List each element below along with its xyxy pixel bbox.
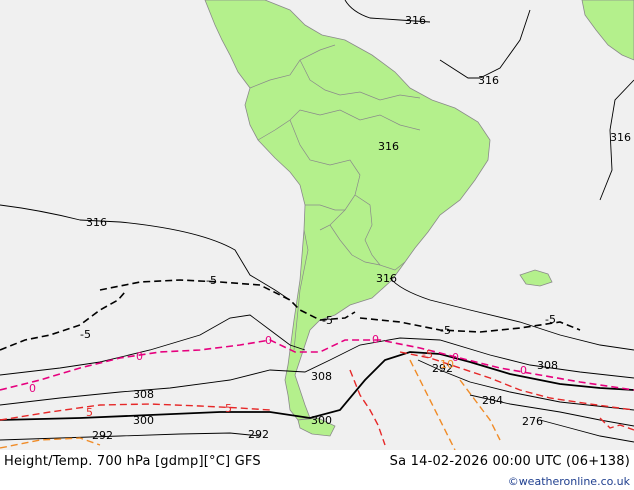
height-contour-284 <box>469 394 634 427</box>
temp-label: 0 <box>136 350 143 363</box>
credit-link[interactable]: ©weatheronline.co.uk <box>507 475 630 488</box>
height-contour-316-east <box>599 79 634 201</box>
tierra-del-fuego <box>297 417 336 437</box>
temp-label: 0 <box>520 364 527 377</box>
temp-contour-minus5-east <box>359 317 581 333</box>
height-label: 308 <box>537 359 558 372</box>
height-label: 300 <box>311 414 332 427</box>
height-contour-292 <box>0 359 634 441</box>
temp-label: 10 <box>440 358 454 371</box>
temp-contours-minus5 <box>0 279 581 351</box>
temp-label: -5 <box>80 328 91 341</box>
height-label: 308 <box>133 388 154 401</box>
temp-contour-10-far <box>459 379 501 441</box>
height-contour-316-west <box>0 204 291 301</box>
temp-label: -5 <box>206 274 217 287</box>
temp-contour-5-south <box>0 403 271 421</box>
height-label: 292 <box>248 428 269 441</box>
height-label: 300 <box>133 414 154 427</box>
height-contour-276 <box>539 419 634 443</box>
temp-label: -5 <box>322 314 333 327</box>
height-contour-316-south <box>0 314 306 376</box>
temp-contours-10 <box>0 359 501 451</box>
height-label: 316 <box>86 216 107 229</box>
temp-label: 0 <box>372 333 379 346</box>
height-label: 292 <box>432 362 453 375</box>
falkland-islands <box>519 269 553 287</box>
footer-bar: Height/Temp. 700 hPa [gdmp][°C] GFS Sa 1… <box>0 450 634 490</box>
land-masses <box>204 0 634 437</box>
height-contour-300 <box>0 351 634 421</box>
temp-contour-minus5-west <box>0 291 126 351</box>
temp-label: 5 <box>86 406 93 419</box>
height-contour-316-northeast <box>439 9 531 79</box>
temp-label: 0 <box>29 382 36 395</box>
height-label: 316 <box>610 131 631 144</box>
height-label: 316 <box>405 14 426 27</box>
height-contour-316-argentina <box>389 277 634 351</box>
height-label: 308 <box>311 370 332 383</box>
height-label: 284 <box>482 394 503 407</box>
height-contour-316-top <box>344 0 431 23</box>
height-label: 276 <box>522 415 543 428</box>
temp-contour-0 <box>0 339 634 391</box>
valid-datetime: Sa 14-02-2026 00:00 UTC (06+138) <box>389 454 630 469</box>
temp-label: 5 <box>225 402 232 415</box>
temp-contour-minus5-north <box>99 279 356 321</box>
temp-contour-5-east <box>399 351 634 411</box>
height-contours <box>0 0 634 443</box>
height-contour-308 <box>0 337 634 406</box>
map-title: Height/Temp. 700 hPa [gdmp][°C] GFS <box>4 454 261 469</box>
height-label: 316 <box>478 74 499 87</box>
country-borders <box>249 44 421 351</box>
temp-label: -5 <box>545 313 556 326</box>
temp-label: 0 <box>452 351 459 364</box>
temp-labels: -5 -5 -5 -5 -5 0 0 0 0 0 0 5 5 -5 10 <box>29 274 556 419</box>
temp-contour-5-inner <box>349 369 386 446</box>
south-america-landmass <box>204 0 491 421</box>
height-labels: 316 316 316 316 316 316 308 308 308 300 … <box>86 14 631 442</box>
height-label: 316 <box>378 140 399 153</box>
temp-label: -5 <box>422 348 433 361</box>
temp-contour-10-south <box>0 437 101 449</box>
temp-contours-5 <box>0 351 634 446</box>
temp-label: -5 <box>440 324 451 337</box>
temp-contours-0 <box>0 339 634 391</box>
temp-contour-10-east <box>409 359 456 451</box>
africa-landmass <box>581 0 634 61</box>
temp-label: 0 <box>265 334 272 347</box>
height-label: 292 <box>92 429 113 442</box>
height-label: 316 <box>376 272 397 285</box>
